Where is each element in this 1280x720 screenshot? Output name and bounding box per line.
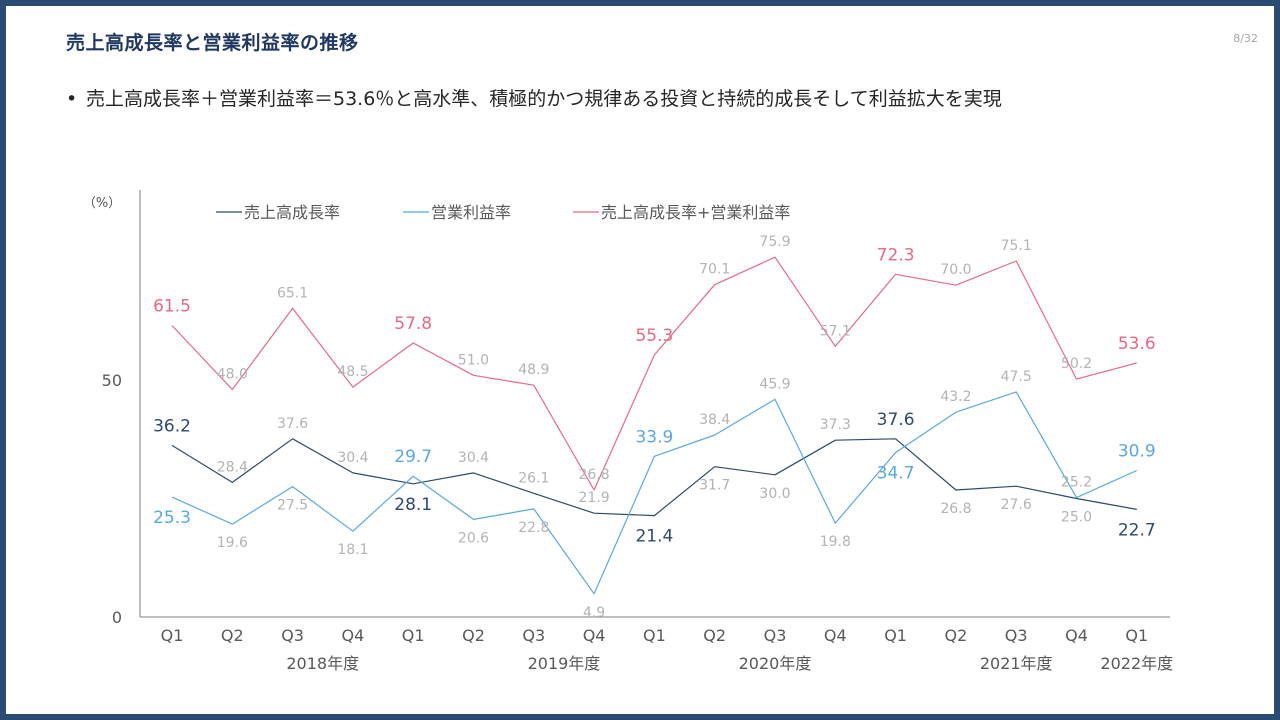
data-label: 20.6 [458,530,489,546]
x-tick-label: Q2 [221,626,244,645]
x-tick-label: Q3 [764,626,787,645]
data-label: 29.7 [394,447,432,467]
data-label: 33.9 [635,427,673,447]
y-tick-label: 0 [112,608,122,627]
y-unit-label: （%） [83,196,121,211]
x-tick-label: Q2 [945,626,968,645]
data-label: 75.1 [1001,238,1032,254]
data-label: 31.7 [699,478,730,494]
data-label: 70.0 [940,262,971,278]
data-label: 22.8 [518,520,549,536]
data-label: 65.1 [277,285,308,301]
data-label: 25.0 [1061,510,1092,526]
data-label: 55.3 [635,326,673,346]
series-line [171,438,1137,517]
data-label: 37.6 [277,416,308,432]
data-label: 36.2 [153,416,191,436]
data-label: 21.4 [635,527,673,547]
data-label: 45.9 [759,376,790,392]
x-year-label: 2018年度 [286,654,359,673]
x-tick-label: Q3 [1005,626,1028,645]
bullet-point: • 売上高成長率＋営業利益率＝53.6％と高水準、積極的かつ規律ある投資と持続的成… [66,84,1002,111]
data-label: 19.6 [217,535,248,551]
x-tick-label: Q1 [643,626,666,645]
data-label: 30.4 [337,450,368,466]
legend-label: 売上高成長率+営業利益率 [601,203,790,222]
data-label: 37.6 [877,410,915,430]
series-line [171,256,1137,491]
data-label: 38.4 [699,412,730,428]
data-label: 28.4 [217,459,248,475]
data-label: 48.9 [518,362,549,378]
data-label: 22.7 [1118,520,1156,540]
x-tick-label: Q4 [583,626,606,645]
data-label: 27.5 [277,498,308,514]
data-label: 21.9 [579,490,610,506]
series-line [171,391,1138,595]
x-tick-label: Q1 [161,626,184,645]
data-label: 30.9 [1118,442,1156,462]
data-label: 48.5 [337,364,368,380]
data-label: 4.9 [583,605,605,621]
data-label: 30.4 [458,450,489,466]
x-year-label: 2019年度 [528,654,601,673]
data-label: 70.1 [699,262,730,278]
data-label: 18.1 [337,542,368,558]
data-label: 28.1 [394,495,432,515]
x-tick-label: Q1 [402,626,425,645]
data-label: 19.8 [820,534,851,550]
x-tick-label: Q3 [522,626,545,645]
data-label: 61.5 [153,296,191,316]
data-label: 27.6 [1001,497,1032,513]
x-tick-label: Q4 [824,626,847,645]
x-year-label: 2022年度 [1100,654,1173,673]
data-label: 48.0 [217,366,248,382]
data-label: 75.9 [759,234,790,250]
x-tick-label: Q4 [1065,626,1088,645]
data-label: 51.0 [458,352,489,368]
data-label: 26.8 [579,467,610,483]
data-label: 25.2 [1061,475,1092,491]
bullet-text: 売上高成長率＋営業利益率＝53.6％と高水準、積極的かつ規律ある投資と持続的成長… [86,88,1002,110]
x-year-label: 2021年度 [980,654,1053,673]
data-label: 26.1 [518,470,549,486]
data-label: 43.2 [940,389,971,405]
data-label: 47.5 [1001,369,1032,385]
x-year-label: 2020年度 [739,654,812,673]
x-tick-label: Q1 [884,626,907,645]
data-label: 57.8 [394,314,432,334]
data-label: 50.2 [1061,356,1092,372]
data-label: 53.6 [1118,334,1156,354]
y-tick-label: 50 [102,371,122,390]
x-tick-label: Q3 [281,626,304,645]
page-title: 売上高成長率と営業利益率の推移 [66,32,359,54]
data-label: 72.3 [877,245,915,265]
data-label: 34.7 [877,464,915,484]
data-label: 26.8 [940,501,971,517]
x-tick-label: Q2 [462,626,485,645]
data-label: 30.0 [759,486,790,502]
bullet-marker: • [66,88,78,110]
data-label: 57.1 [820,323,851,339]
x-tick-label: Q2 [703,626,726,645]
data-label: 25.3 [153,508,191,528]
legend-label: 売上高成長率 [244,203,340,222]
x-tick-label: Q1 [1125,626,1148,645]
data-label: 37.3 [820,417,851,433]
x-tick-label: Q4 [342,626,365,645]
page-number: 8/32 [1233,32,1258,45]
legend-label: 営業利益率 [431,203,511,222]
